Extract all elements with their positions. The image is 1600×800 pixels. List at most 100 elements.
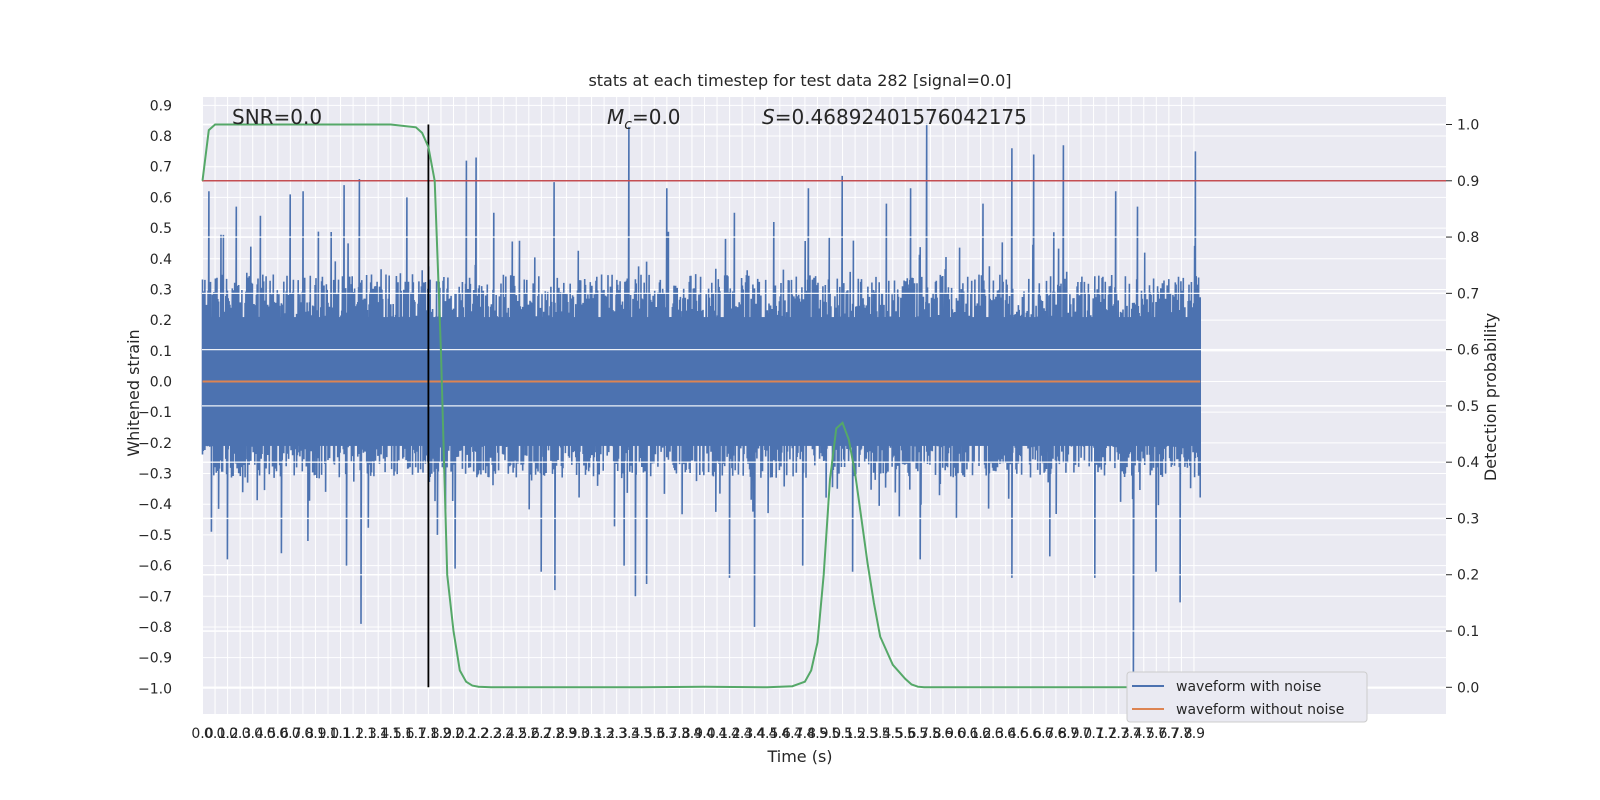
x-tick-label: 4.2 xyxy=(718,726,740,742)
x-tick-label: 5.5 xyxy=(882,726,904,742)
x-tick-label: 6.5 xyxy=(1007,726,1029,742)
x-tick-label: 1.7 xyxy=(405,726,427,742)
x-tick-label: 2.7 xyxy=(530,726,552,742)
y-right-tick-label: 0.2 xyxy=(1457,568,1479,584)
x-tick-label: 2.6 xyxy=(518,726,540,742)
y-tick-label: −0.5 xyxy=(138,528,172,544)
x-tick-label: 5.1 xyxy=(831,726,853,742)
x-tick-label: 6.6 xyxy=(1020,726,1042,742)
x-tick-label: 4.1 xyxy=(706,726,728,742)
x-tick-label: 4.4 xyxy=(744,726,766,742)
x-tick-label: 7.1 xyxy=(1082,726,1104,742)
x-tick-label: 5.4 xyxy=(869,726,891,742)
legend-box xyxy=(1126,671,1368,723)
x-tick-label: 0.6 xyxy=(267,726,289,742)
x-tick-label: 1.0 xyxy=(317,726,339,742)
x-tick-label: 2.8 xyxy=(543,726,565,742)
x-tick-label: 4.0 xyxy=(693,726,715,742)
y-tick-label: 0.8 xyxy=(150,129,172,145)
x-tick-label: 3.3 xyxy=(606,726,628,742)
x-tick-label: 3.4 xyxy=(618,726,640,742)
y-right-tick-label: 0.5 xyxy=(1457,399,1479,415)
x-tick-label: 1.8 xyxy=(417,726,439,742)
y-right-tick-label: 1.0 xyxy=(1457,118,1479,134)
x-tick-label: 7.2 xyxy=(1095,726,1117,742)
x-tick-label: 0.9 xyxy=(304,726,326,742)
y-tick-label: −0.1 xyxy=(138,405,172,421)
x-tick-label: 3.5 xyxy=(631,726,653,742)
x-tick-label: 7.0 xyxy=(1070,726,1092,742)
y-tick-labels: 0.9 0.8 0.7 0.6 0.5 0.4 0.3 0.2 0.1 0.0 −0.1 −0.2 −0… xyxy=(138,98,172,697)
x-tick-label: 2.0 xyxy=(442,726,464,742)
y-axis-label: Whitened strain xyxy=(124,329,143,456)
x-tick-label: 7.6 xyxy=(1145,726,1167,742)
x-tick-label: 5.9 xyxy=(932,726,954,742)
x-tick-label: 4.6 xyxy=(769,726,791,742)
x-tick-label: 2.1 xyxy=(455,726,477,742)
x-tick-label: 1.9 xyxy=(430,726,452,742)
x-tick-label: 7.4 xyxy=(1120,726,1142,742)
y-tick-label: 0.2 xyxy=(150,313,172,329)
x-tick-label: 1.1 xyxy=(329,726,351,742)
y-tick-label: −0.6 xyxy=(138,559,172,575)
x-tick-label: 2.2 xyxy=(467,726,489,742)
x-tick-label: 3.1 xyxy=(580,726,602,742)
x-tick-label: 6.1 xyxy=(957,726,979,742)
y-tick-label: −1.0 xyxy=(138,681,172,697)
chart-title: stats at each timestep for test data 282… xyxy=(588,71,1011,90)
y-tick-label: −0.8 xyxy=(138,620,172,636)
x-tick-label: 3.7 xyxy=(656,726,678,742)
y-tick-label: −0.7 xyxy=(138,589,172,605)
y-tick-label: −0.3 xyxy=(138,467,172,483)
plot-series xyxy=(201,123,1446,689)
y-right-tick-label: 0.7 xyxy=(1457,286,1479,302)
y-tick-label: 0.6 xyxy=(150,190,172,206)
y-tick-label: −0.9 xyxy=(138,651,172,667)
x-tick-label: 7.8 xyxy=(1170,726,1192,742)
x-tick-label: 4.8 xyxy=(794,726,816,742)
legend-label-clean: waveform without noise xyxy=(1176,702,1344,718)
x-tick-label: 1.2 xyxy=(342,726,364,742)
x-tick-label: 6.2 xyxy=(969,726,991,742)
x-tick-label: 3.0 xyxy=(568,726,590,742)
y-right-axis-label: Detection probability xyxy=(1481,313,1500,481)
x-tick-label: 4.3 xyxy=(731,726,753,742)
x-tick-label: 5.6 xyxy=(894,726,916,742)
x-tick-label: 6.8 xyxy=(1045,726,1067,742)
x-tick-label: 7.5 xyxy=(1133,726,1155,742)
y-tick-label: 0.4 xyxy=(150,252,172,268)
y-right-tick-label: 0.1 xyxy=(1457,624,1479,640)
x-tick-label: 1.5 xyxy=(380,726,402,742)
x-tick-label: 1.4 xyxy=(367,726,389,742)
x-tick-label: 7.7 xyxy=(1158,726,1180,742)
y-tick-label: 0.5 xyxy=(150,221,172,237)
x-tick-label: 0.4 xyxy=(242,726,264,742)
y-tick-label: −0.2 xyxy=(138,436,172,452)
x-tick-label: 0.7 xyxy=(279,726,301,742)
x-tick-label: 2.3 xyxy=(480,726,502,742)
x-tick-label: 1.3 xyxy=(355,726,377,742)
x-tick-label: 0.5 xyxy=(254,726,276,742)
x-axis-label: Time (s) xyxy=(766,747,832,766)
y-right-tick-label: 0.4 xyxy=(1457,455,1479,471)
y-tick-label: 0.1 xyxy=(150,344,172,360)
x-tick-label: 4.7 xyxy=(781,726,803,742)
snr-annotation: SNR=0.0 xyxy=(232,105,322,129)
y-right-tick-label: 0.9 xyxy=(1457,174,1479,190)
x-tick-label: 6.4 xyxy=(995,726,1017,742)
x-tick-labels: 0.00.10.20.30.40.50.60.70.80.91.01.11.21… xyxy=(191,726,1205,742)
legend: waveform with noise waveform without noi… xyxy=(1126,671,1368,723)
x-tick-label: 0.8 xyxy=(292,726,314,742)
x-tick-label: 2.5 xyxy=(505,726,527,742)
x-tick-label: 5.0 xyxy=(819,726,841,742)
x-tick-label: 6.7 xyxy=(1032,726,1054,742)
y-tick-label: 0.3 xyxy=(150,282,172,298)
x-tick-label: 1.6 xyxy=(392,726,414,742)
x-tick-label: 7.3 xyxy=(1108,726,1130,742)
detection-probability-line xyxy=(201,123,1201,689)
x-tick-label: 0.1 xyxy=(204,726,226,742)
x-tick-label: 3.8 xyxy=(668,726,690,742)
x-tick-label: 2.9 xyxy=(555,726,577,742)
x-tick-label: 7.9 xyxy=(1183,726,1205,742)
y-right-tick-label: 0.8 xyxy=(1457,230,1479,246)
